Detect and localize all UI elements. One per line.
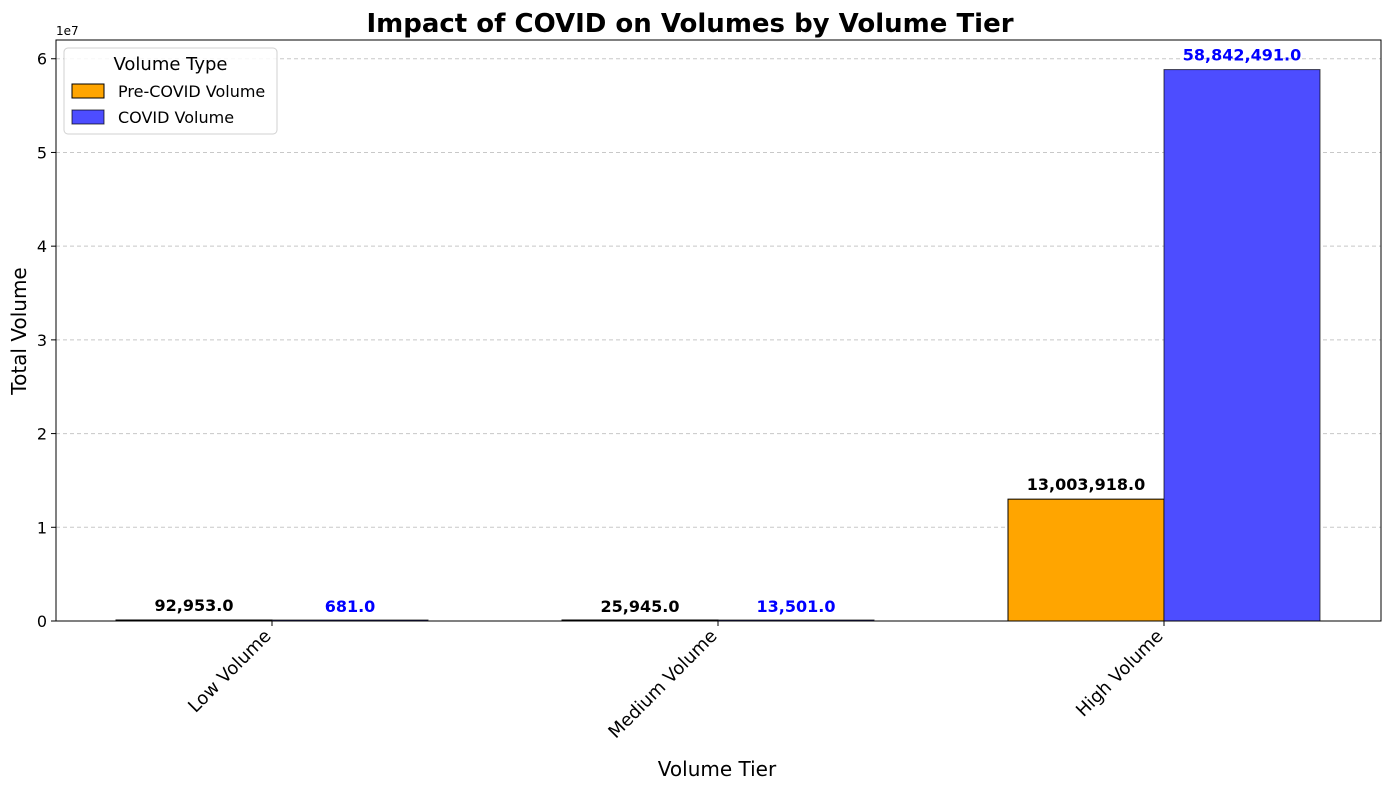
chart-title: Impact of COVID on Volumes by Volume Tie… [366,9,1013,39]
data-label: 681.0 [325,597,376,616]
y-tick-label: 5 [37,143,47,162]
legend-title: Volume Type [113,54,227,75]
legend-box [63,47,278,135]
data-label: 25,945.0 [601,597,680,616]
data-label: 13,003,918.0 [1027,475,1145,494]
y-axis-exponent: 1e7 [56,24,79,38]
x-tick-label: High Volume [1072,626,1167,721]
data-label: 13,501.0 [757,597,836,616]
legend-swatch-covid [71,109,105,125]
legend-label: Pre-COVID Volume [118,82,265,101]
legend-label: COVID Volume [118,108,234,127]
x-axis-label: Volume Tier [658,757,777,781]
y-axis-label: Total Volume [7,267,31,395]
bar-pre-covid [1007,498,1165,622]
x-tick-label: Medium Volume [604,626,721,743]
plot-frame [55,39,1382,622]
data-labels: 92,953.0 681.0 25,945.0 13,501.0 13,003,918.… [155,46,1302,616]
x-tick-label: Low Volume [184,626,275,717]
data-label: 92,953.0 [155,596,234,615]
bar-covid [1163,69,1321,622]
legend: Volume Type Pre-COVID Volume COVID Volume [63,47,278,135]
y-tick-label: 3 [37,331,47,350]
data-label: 58,842,491.0 [1183,46,1301,65]
y-tick-label: 0 [37,612,47,631]
y-tick-label: 6 [37,50,47,69]
legend-swatch-pre-covid [71,83,105,99]
y-tick-label: 4 [37,237,47,256]
y-tick-label: 2 [37,425,47,444]
bars [115,69,1321,622]
y-tick-label: 1 [37,518,47,537]
